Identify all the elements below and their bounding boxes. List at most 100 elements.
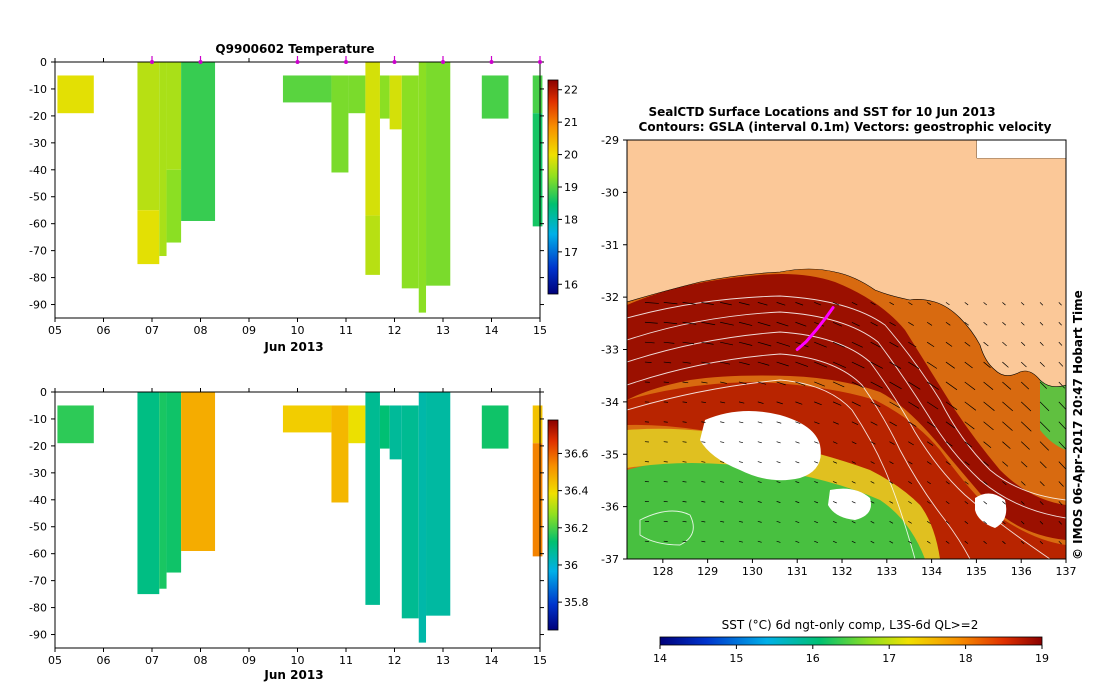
velocity-vector [776, 461, 781, 464]
velocity-vector [1058, 540, 1062, 545]
profile-cell [57, 75, 94, 114]
velocity-vector [832, 401, 842, 406]
velocity-vector [926, 501, 931, 504]
map-y-tick-label: -35 [601, 448, 619, 461]
velocity-vector [776, 540, 781, 543]
profile-cell [331, 405, 349, 503]
velocity-vector [870, 481, 875, 484]
y-tick-label: -10 [29, 83, 47, 96]
velocity-vector [757, 401, 764, 404]
velocity-vector [1002, 501, 1006, 505]
velocity-vector [1058, 481, 1064, 487]
colorbar-tick-label: 36.4 [564, 485, 589, 498]
velocity-vector [795, 461, 800, 464]
velocity-vector [832, 441, 838, 444]
velocity-vector [814, 381, 825, 387]
velocity-vector [945, 421, 956, 429]
profile-cell [137, 392, 160, 595]
velocity-vector [832, 361, 847, 369]
profile-cell [166, 392, 182, 573]
y-tick-label: -20 [29, 110, 47, 123]
profile-cell [379, 405, 390, 449]
profile-cell [532, 405, 543, 444]
velocity-vector [720, 341, 734, 346]
velocity-vector [720, 421, 725, 424]
profile-cell [481, 405, 509, 449]
velocity-vector [757, 501, 762, 503]
velocity-vector [795, 401, 803, 405]
velocity-vector [851, 441, 857, 445]
map-y-tick-label: -29 [601, 134, 619, 147]
profile-cell [481, 75, 509, 119]
profile-cell [181, 62, 216, 221]
velocity-vector [1020, 521, 1025, 525]
profile-cell [532, 443, 543, 557]
velocity-vector [814, 461, 819, 464]
y-tick-label: -90 [29, 629, 47, 642]
map-y-tick-label: -32 [601, 291, 619, 304]
y-tick-label: -40 [29, 494, 47, 507]
y-tick-label: -60 [29, 218, 47, 231]
salinity-colorbar [547, 419, 559, 631]
land-australia [627, 140, 1066, 387]
velocity-vector [851, 461, 856, 464]
colorbar-tick-label: 17 [564, 246, 578, 259]
velocity-vector [720, 401, 726, 404]
velocity-vector [870, 501, 875, 504]
velocity-vector [908, 540, 912, 544]
profile-cell [365, 62, 380, 216]
velocity-vector [814, 421, 820, 425]
profile-cell [331, 75, 349, 173]
velocity-vector [926, 341, 935, 348]
velocity-vector [908, 361, 920, 369]
velocity-vector [1058, 302, 1062, 306]
velocity-vector [644, 361, 652, 363]
velocity-vector [776, 481, 781, 484]
sst-colorbar-tick-label: 16 [806, 652, 820, 665]
colorbar-tick-label: 36.6 [564, 447, 589, 460]
map-x-tick-label: 135 [966, 565, 987, 578]
velocity-vector [926, 321, 933, 326]
profile-cell [159, 62, 167, 257]
velocity-vector [1058, 381, 1065, 389]
x-tick-label: 06 [97, 324, 111, 337]
profile-marker-dot [295, 60, 300, 64]
velocity-vector [964, 501, 969, 505]
colorbar-tick-label: 19 [564, 181, 578, 194]
velocity-vector [738, 461, 743, 463]
velocity-vector [851, 361, 865, 369]
velocity-vector [757, 321, 771, 327]
map-area [627, 140, 1066, 559]
x-tick-label: 10 [291, 324, 305, 337]
velocity-vector [814, 401, 822, 406]
y-tick-label: -80 [29, 272, 47, 285]
velocity-vector [1002, 421, 1013, 431]
velocity-vector [1058, 521, 1062, 525]
velocity-vector [776, 520, 781, 523]
velocity-vector [738, 540, 743, 543]
gsla-contours [627, 295, 1066, 559]
x-tick-label: 08 [194, 654, 208, 667]
velocity-vector [832, 520, 837, 524]
cool-water-east [1040, 380, 1066, 450]
velocity-vector [757, 540, 762, 543]
velocity-vector [795, 302, 804, 306]
sst-colorbar-ticks: 14 15 16 17 18 19 [653, 645, 1049, 665]
velocity-vector [738, 361, 750, 366]
x-tick-label: 05 [48, 654, 62, 667]
map-x-tick-label: 129 [697, 565, 718, 578]
velocity-vector [832, 341, 845, 348]
velocity-vector [908, 501, 912, 504]
profile-cell [426, 392, 451, 616]
colorbar-tick-label: 18 [564, 213, 578, 226]
velocity-vector [701, 381, 708, 384]
velocity-vector [814, 520, 819, 524]
velocity-vector [851, 341, 863, 348]
velocity-vector [889, 501, 894, 504]
velocity-vector [1039, 302, 1044, 306]
sst-colorbar [659, 636, 1043, 646]
velocity-vector [663, 321, 678, 325]
velocity-vector [757, 481, 762, 483]
velocity-vector [908, 321, 914, 326]
